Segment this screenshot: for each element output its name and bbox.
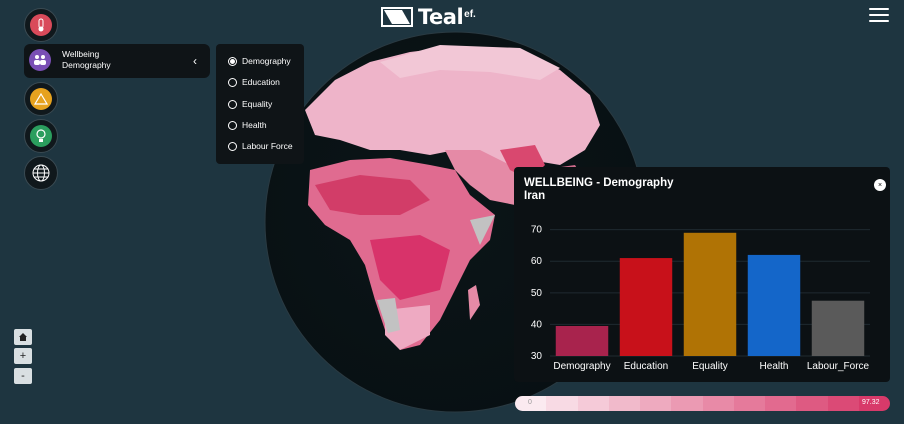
legend-segment xyxy=(702,396,734,411)
y-tick-label: 60 xyxy=(531,256,543,267)
health-category-button[interactable] xyxy=(24,8,58,42)
radio-education[interactable]: Education xyxy=(228,77,280,87)
x-tick-label: Education xyxy=(624,361,668,372)
bar-health[interactable] xyxy=(747,254,801,356)
legend-segment xyxy=(796,396,828,411)
chart-title-line: WELLBEING - Demography xyxy=(524,177,674,189)
people-icon xyxy=(29,49,51,71)
radio-unselected-icon[interactable] xyxy=(228,77,237,87)
bar-chart: 30 40 50 60 70 Demography Education Equality Hea… xyxy=(531,225,870,372)
home-icon xyxy=(19,333,27,341)
y-tick-label: 30 xyxy=(531,351,543,362)
legend-min-label: 0 xyxy=(528,399,532,406)
panel-line1: Wellbeing xyxy=(62,49,100,59)
radio-health[interactable]: Health xyxy=(228,120,267,130)
x-tick-label: Labour_Force xyxy=(807,361,870,372)
radio-label: Equality xyxy=(242,99,273,109)
color-scale-legend xyxy=(515,396,890,411)
risk-category-button[interactable] xyxy=(24,82,58,116)
radio-demography[interactable]: Demography xyxy=(228,56,291,66)
globe-category-button[interactable] xyxy=(24,156,58,190)
logo-text: Teal xyxy=(418,5,464,29)
legend-segment xyxy=(608,396,640,411)
teal-logo[interactable]: Teal ef. xyxy=(380,4,476,30)
legend-segment xyxy=(515,396,547,411)
region-middle-east xyxy=(445,150,530,205)
zoom-in-button[interactable]: + xyxy=(14,348,32,364)
x-tick-label: Equality xyxy=(692,361,728,372)
panel-line2: Demography xyxy=(62,60,111,70)
y-tick-label: 50 xyxy=(531,288,543,299)
radio-label: Health xyxy=(242,120,267,130)
y-tick-label: 40 xyxy=(531,319,543,330)
radio-unselected-icon[interactable] xyxy=(228,120,237,130)
indicator-radio-list: Demography Education Equality Health Lab… xyxy=(216,44,304,164)
legend-segment xyxy=(733,396,765,411)
legend-segment xyxy=(577,396,609,411)
legend-segment xyxy=(827,396,859,411)
radio-label: Labour Force xyxy=(242,141,293,151)
y-tick-label: 70 xyxy=(531,225,543,236)
lightbulb-icon xyxy=(30,125,52,147)
home-button[interactable] xyxy=(14,329,32,345)
globe-icon xyxy=(30,162,52,184)
radio-equality[interactable]: Equality xyxy=(228,99,272,109)
ideas-category-button[interactable] xyxy=(24,119,58,153)
logo-mark-icon xyxy=(381,7,413,27)
panel-label: Wellbeing Demography xyxy=(62,49,111,71)
radio-label: Demography xyxy=(242,56,291,66)
bar-education[interactable] xyxy=(619,258,673,356)
x-tick-label: Health xyxy=(760,361,789,372)
legend-max-label: 97.32 xyxy=(862,399,880,406)
radio-unselected-icon[interactable] xyxy=(228,141,237,151)
zoom-out-button[interactable]: - xyxy=(14,368,32,384)
region-russia xyxy=(380,45,560,80)
region-namibia xyxy=(377,298,400,333)
chart-popup: WELLBEING - Demography Iran × 30 40 50 60 70… xyxy=(514,167,890,382)
bar-equality[interactable] xyxy=(683,232,737,356)
chart-subtitle: Iran xyxy=(524,190,546,202)
wellbeing-category-button[interactable] xyxy=(24,44,56,76)
chart-title: WELLBEING - Demography Iran xyxy=(524,177,674,203)
bar-labour_force[interactable] xyxy=(811,300,865,356)
hamburger-menu-icon[interactable] xyxy=(869,8,889,24)
radio-selected-icon[interactable] xyxy=(228,56,237,66)
legend-segment xyxy=(671,396,703,411)
region-somalia xyxy=(470,215,495,245)
bar-demography[interactable] xyxy=(555,325,609,356)
close-icon[interactable]: × xyxy=(874,179,886,191)
legend-segment xyxy=(546,396,578,411)
region-central-africa xyxy=(370,235,450,300)
legend-segment xyxy=(765,396,797,411)
warning-icon xyxy=(30,88,52,110)
x-tick-label: Demography xyxy=(553,361,610,372)
radio-labour-force[interactable]: Labour Force xyxy=(228,141,293,151)
active-category-panel[interactable]: Wellbeing Demography ‹ xyxy=(24,44,210,78)
radio-label: Education xyxy=(242,77,280,87)
region-madagascar xyxy=(468,285,480,320)
region-sahel xyxy=(315,175,430,215)
legend-segment xyxy=(640,396,672,411)
radio-unselected-icon[interactable] xyxy=(228,99,237,109)
logo-superscript: ef. xyxy=(464,8,476,20)
thermometer-icon xyxy=(30,14,52,36)
chevron-left-icon[interactable]: ‹ xyxy=(193,54,197,68)
legend-segment xyxy=(858,396,890,411)
